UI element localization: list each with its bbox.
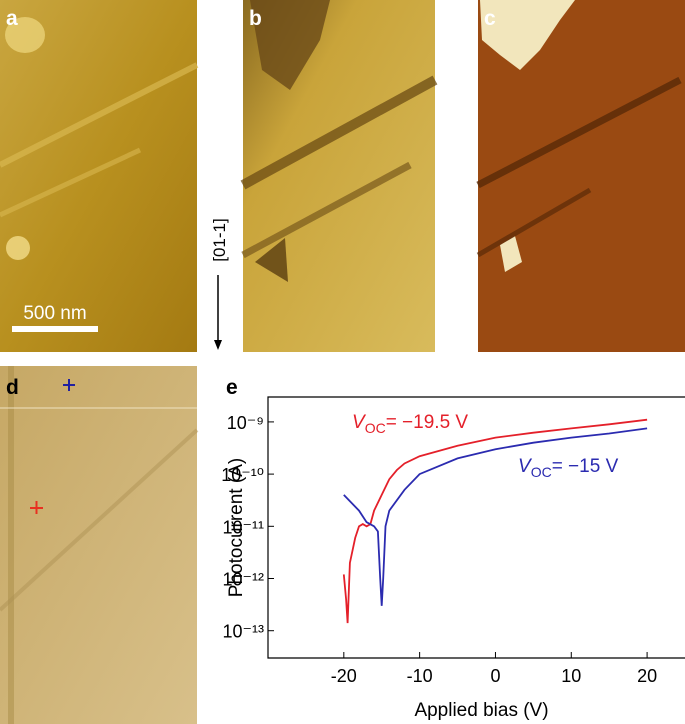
y-tick-label: 10⁻¹⁰ bbox=[221, 465, 264, 485]
axis-frame bbox=[267, 396, 685, 659]
x-axis-label: Applied bias (V) bbox=[414, 700, 548, 721]
panel-label: d bbox=[6, 376, 19, 399]
y-axis-label: Photocurrent (A) bbox=[226, 458, 247, 597]
panel-label: a bbox=[6, 7, 18, 30]
panel-label: e bbox=[226, 376, 238, 399]
annotation-rest: = −19.5 V bbox=[386, 412, 469, 433]
annotation-sub: OC bbox=[365, 420, 386, 436]
x-tick-label: -20 bbox=[331, 666, 357, 686]
annotation-rest: = −15 V bbox=[552, 456, 619, 477]
annotation: VOC= −19.5 V bbox=[352, 412, 468, 436]
annotation-v: V bbox=[352, 412, 367, 433]
annotation-sub: OC bbox=[531, 464, 552, 480]
y-tick-label: 10⁻¹³ bbox=[222, 622, 264, 642]
panel-label: c bbox=[484, 7, 496, 30]
panel-c-image bbox=[476, 0, 685, 352]
x-tick-label: -10 bbox=[407, 666, 433, 686]
y-tick-label: 10⁻⁹ bbox=[227, 413, 264, 433]
arrow-head bbox=[214, 340, 222, 350]
data-line bbox=[342, 418, 648, 624]
x-tick-label: 10 bbox=[561, 666, 581, 686]
scale-bar-label: 500 nm bbox=[23, 303, 86, 324]
y-tick-label: 10⁻¹² bbox=[222, 570, 264, 590]
panel-label: b bbox=[249, 7, 262, 30]
panel-a-image bbox=[0, 0, 199, 352]
x-tick-label: 20 bbox=[637, 666, 657, 686]
annotation-v: V bbox=[518, 456, 533, 477]
plot-e: -20 -10 0 10 20 10⁻⁹ 10⁻¹⁰ 10⁻¹¹ 10⁻¹² 10⁻¹³ Appli… bbox=[221, 396, 685, 721]
data-line bbox=[343, 427, 648, 606]
panel-d-image bbox=[0, 366, 199, 724]
direction-label: [01-1] bbox=[210, 218, 229, 261]
y-tick-label: 10⁻¹¹ bbox=[222, 517, 264, 537]
annotation: VOC= −15 V bbox=[518, 456, 619, 480]
panel-b-image bbox=[240, 0, 438, 352]
x-tick-label: 0 bbox=[490, 666, 500, 686]
